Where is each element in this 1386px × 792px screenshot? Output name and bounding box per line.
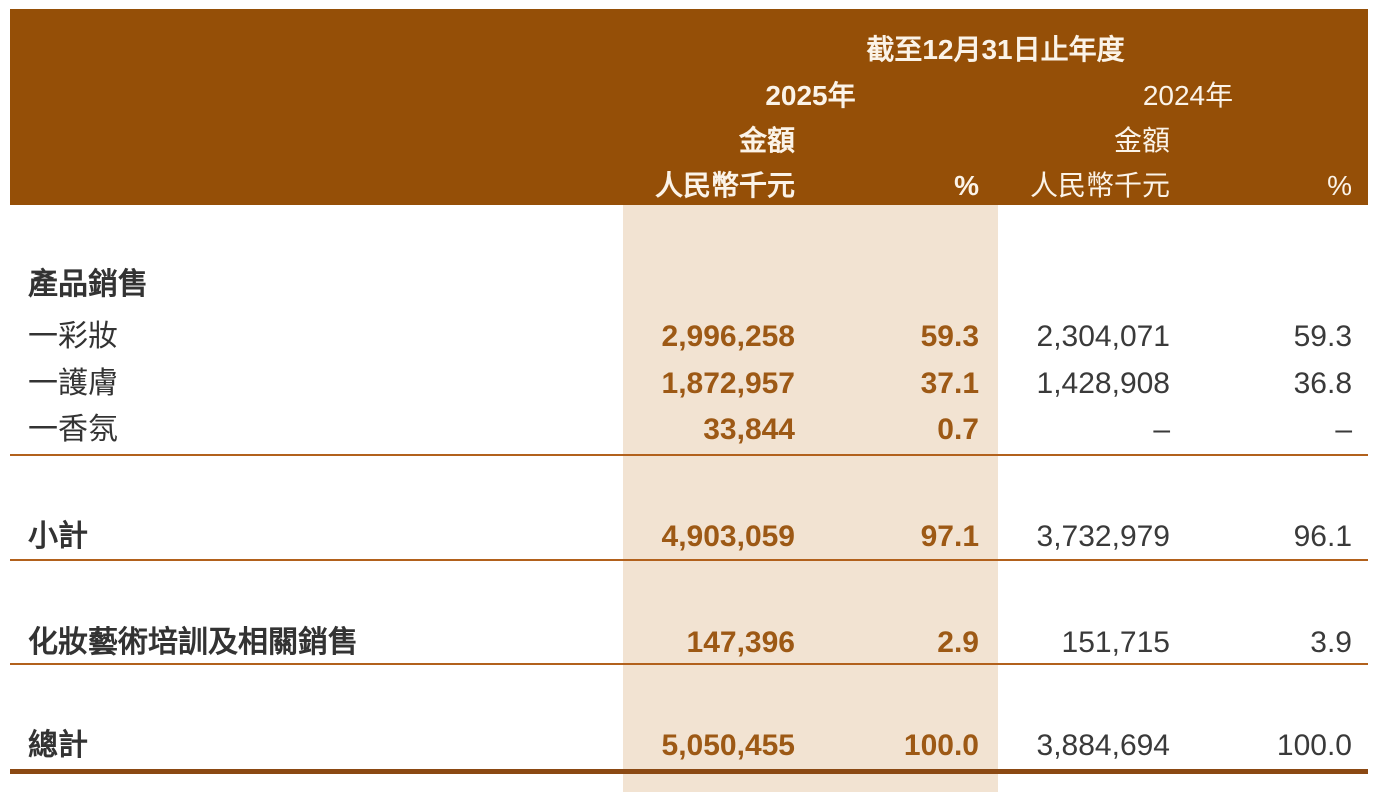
percent-2025: 59.3 [920,320,979,353]
table-row-product-sales: 產品銷售 [10,265,1368,305]
amount-2025: 1,872,957 [661,367,795,400]
amount-2024: 1,428,908 [1036,367,1170,400]
currency-unit-label-2024: 人民幣千元 [1029,170,1170,201]
amount-2024: 151,715 [1061,626,1170,659]
row-label: 總計 [28,729,88,762]
table-row-skincare: 一護膚 1,872,957 37.1 1,428,908 36.8 [10,364,1368,404]
amount-2025: 33,844 [703,413,795,446]
amount-2024: 3,732,979 [1036,520,1170,553]
current-year-highlight-column [623,205,998,792]
divider-rule [10,454,1368,456]
percent-2024: 3.9 [1310,626,1352,659]
amount-label-2025: 金額 [738,125,795,156]
percent-2025: 100.0 [903,729,979,762]
amount-2025: 5,050,455 [661,729,795,762]
column-year-2025: 2025年 [765,80,856,111]
percent-label-2025: % [954,170,979,201]
period-header: 截至12月31日止年度 [866,34,1125,65]
percent-2024: 100.0 [1276,729,1352,762]
table-row-subtotal: 小計 4,903,059 97.1 3,732,979 96.1 [10,517,1368,557]
amount-2024: 3,884,694 [1036,729,1170,762]
row-label: 產品銷售 [28,268,148,301]
table-header: 截至12月31日止年度 2025年 2024年 金額 金額 人民幣千元 % 人民… [10,9,1368,205]
table-row-total: 總計 5,050,455 100.0 3,884,694 100.0 [10,726,1368,766]
percent-2025: 37.1 [920,367,979,400]
currency-unit-label-2025: 人民幣千元 [654,170,795,201]
percent-2024-dash: – [1335,413,1352,446]
row-label: 化妝藝術培訓及相關銷售 [28,626,358,659]
percent-2025: 2.9 [937,626,979,659]
row-label: 一香氛 [28,413,118,446]
amount-2025: 2,996,258 [661,320,795,353]
amount-2024: 2,304,071 [1036,320,1170,353]
amount-2024-dash: – [1153,413,1170,446]
table-row-color-cosmetics: 一彩妝 2,996,258 59.3 2,304,071 59.3 [10,317,1368,357]
table-row-fragrance: 一香氛 33,844 0.7 – – [10,410,1368,450]
percent-label-2024: % [1327,170,1352,201]
row-label: 一彩妝 [28,320,118,353]
row-label: 小計 [28,520,88,553]
percent-2024: 96.1 [1293,520,1352,553]
percent-2025: 97.1 [920,520,979,553]
total-rule [10,769,1368,774]
divider-rule [10,559,1368,561]
amount-2025: 147,396 [686,626,795,659]
column-year-2024: 2024年 [1142,80,1234,111]
divider-rule [10,663,1368,665]
table-row-makeup-training: 化妝藝術培訓及相關銷售 147,396 2.9 151,715 3.9 [10,623,1368,663]
percent-2025: 0.7 [937,413,979,446]
row-label: 一護膚 [28,367,118,400]
percent-2024: 36.8 [1293,367,1352,400]
amount-label-2024: 金額 [1113,125,1170,156]
amount-2025: 4,903,059 [661,520,795,553]
percent-2024: 59.3 [1293,320,1352,353]
